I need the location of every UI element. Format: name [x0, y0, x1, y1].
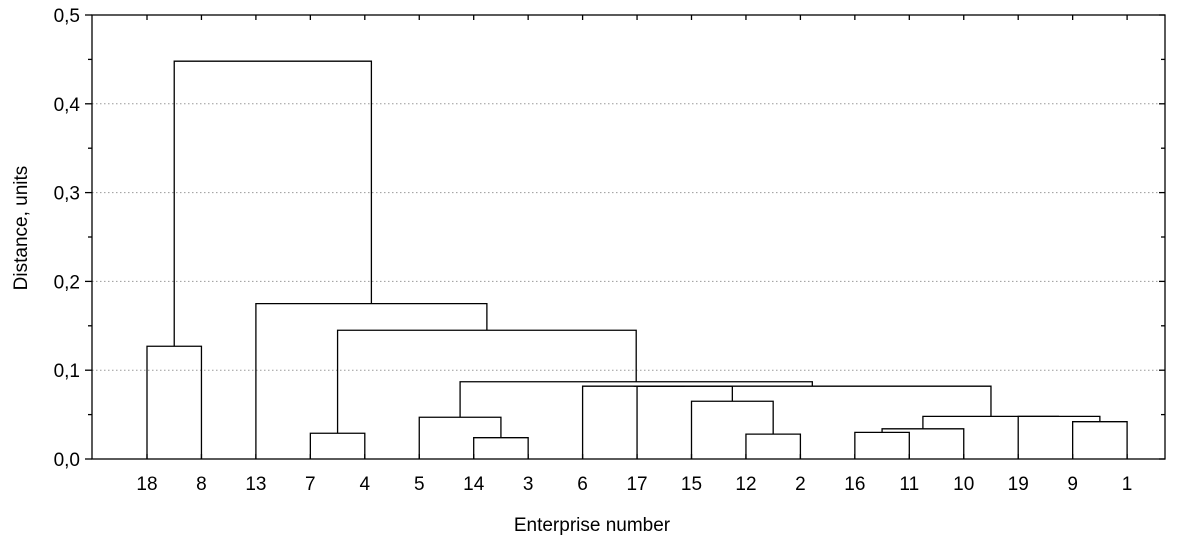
dendrogram-link: [636, 385, 733, 459]
dendrogram-link: [745, 433, 802, 459]
dendrogram-link: [459, 381, 813, 418]
y-tick-label: 0,1: [54, 361, 80, 382]
dendrogram-link: [922, 415, 1060, 429]
x-tick-label: 8: [196, 474, 207, 495]
x-axis-title: Enterprise number: [514, 515, 671, 536]
x-tick-label: 18: [136, 474, 157, 495]
dendrogram-link: [881, 428, 965, 459]
x-tick-label: 5: [414, 474, 425, 495]
dendrogram-link: [1017, 415, 1101, 459]
dendrogram-link: [473, 437, 529, 459]
x-axis: 18 8 13 7 4 5 14 3 6 17 15 12 2 16 11 10 19 9 1: [136, 15, 1132, 495]
y-tick-label: 0,2: [54, 272, 80, 293]
dendrogram-link: [581, 385, 685, 459]
x-tick-label: 10: [953, 474, 974, 495]
dendrogram-link: [690, 400, 774, 459]
x-tick-label: 13: [245, 474, 266, 495]
y-tick-label: 0,3: [54, 184, 80, 205]
dendrogram-link: [633, 385, 992, 417]
x-tick-label: 12: [735, 474, 756, 495]
plot-frame: [91, 14, 1166, 460]
dendrogram-branches: [146, 60, 1128, 459]
dendrogram-link: [255, 302, 488, 459]
x-tick-label: 16: [844, 474, 865, 495]
dendrogram-link: [854, 431, 910, 459]
x-tick-label: 6: [577, 474, 588, 495]
x-tick-label: 3: [523, 474, 534, 495]
y-tick-label: 0,0: [54, 450, 80, 471]
x-tick-label: 17: [626, 474, 647, 495]
x-tick-label: 4: [360, 474, 371, 495]
x-tick-label: 11: [899, 474, 919, 495]
x-tick-label: 14: [463, 474, 485, 495]
dendrogram-link: [173, 60, 373, 347]
dendrogram-link: [146, 345, 203, 459]
x-tick-label: 7: [305, 474, 316, 495]
x-tick-label: 15: [681, 474, 702, 495]
y-tick-label: 0,5: [54, 6, 80, 27]
x-tick-label: 2: [795, 474, 806, 495]
x-tick-label: 19: [1008, 474, 1029, 495]
y-axis: 0,0 0,1 0,2 0,3 0,4 0,5: [54, 6, 1165, 471]
x-tick-label: 1: [1122, 474, 1133, 495]
grid-lines: [92, 103, 1165, 371]
dendrogram-link: [1072, 421, 1128, 459]
y-axis-title: Distance, units: [11, 166, 32, 291]
y-tick-label: 0,4: [54, 95, 81, 116]
dendrogram-link: [309, 432, 366, 459]
x-tick-label: 9: [1067, 474, 1078, 495]
